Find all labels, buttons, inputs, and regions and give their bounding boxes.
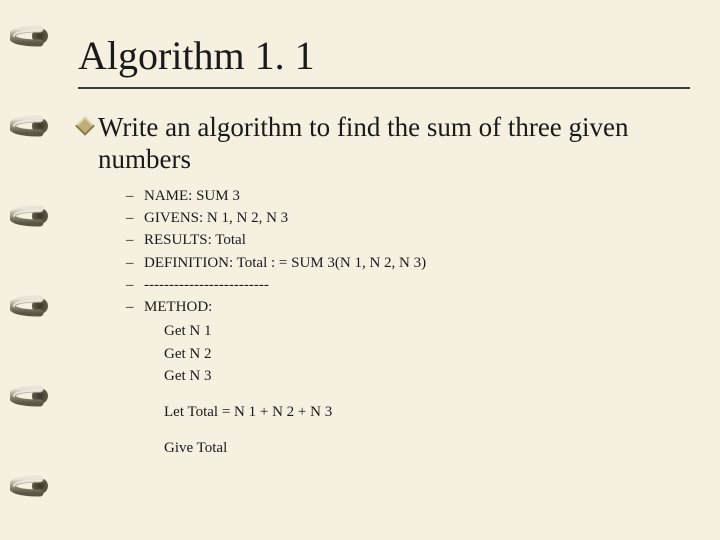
sub-item: –RESULTS: Total bbox=[126, 230, 690, 250]
dash-bullet-icon: – bbox=[126, 188, 144, 205]
slide: Algorithm 1. 1 Write an algorithm to fin… bbox=[0, 0, 720, 540]
sub-item: –METHOD: bbox=[126, 297, 690, 317]
sub-item-text: ------------------------- bbox=[144, 275, 269, 295]
binder-ring-icon bbox=[10, 198, 54, 234]
dash-bullet-icon: – bbox=[126, 210, 144, 227]
sub-item: –------------------------- bbox=[126, 275, 690, 295]
method-line: Give Total bbox=[164, 438, 690, 458]
dash-bullet-icon: – bbox=[126, 255, 144, 272]
sub-list: –NAME: SUM 3–GIVENS: N 1, N 2, N 3–RESUL… bbox=[126, 186, 690, 318]
method-line: Get N 3 bbox=[164, 366, 690, 386]
ring-binder bbox=[10, 0, 60, 540]
sub-item: –DEFINITION: Total : = SUM 3(N 1, N 2, N… bbox=[126, 253, 690, 273]
main-bullet: Write an algorithm to find the sum of th… bbox=[78, 111, 690, 176]
title-rule bbox=[78, 87, 690, 89]
main-bullet-text: Write an algorithm to find the sum of th… bbox=[98, 111, 690, 176]
diamond-bullet-icon bbox=[75, 116, 95, 136]
slide-title: Algorithm 1. 1 bbox=[78, 32, 690, 79]
sub-item-text: DEFINITION: Total : = SUM 3(N 1, N 2, N … bbox=[144, 253, 426, 273]
sub-item: –GIVENS: N 1, N 2, N 3 bbox=[126, 208, 690, 228]
method-block: Get N 1 Get N 2Get N 3 Let Total = N 1 + N… bbox=[164, 321, 690, 458]
dash-bullet-icon: – bbox=[126, 232, 144, 249]
dash-bullet-icon: – bbox=[126, 299, 144, 316]
sub-item-text: GIVENS: N 1, N 2, N 3 bbox=[144, 208, 288, 228]
binder-ring-icon bbox=[10, 18, 54, 54]
dash-bullet-icon: – bbox=[126, 277, 144, 294]
binder-ring-icon bbox=[10, 378, 54, 414]
binder-ring-icon bbox=[10, 288, 54, 324]
method-line: Let Total = N 1 + N 2 + N 3 bbox=[164, 402, 690, 422]
spacer bbox=[164, 424, 690, 438]
sub-item-text: METHOD: bbox=[144, 297, 212, 317]
binder-ring-icon bbox=[10, 108, 54, 144]
spacer bbox=[164, 388, 690, 402]
sub-item-text: NAME: SUM 3 bbox=[144, 186, 240, 206]
sub-item: –NAME: SUM 3 bbox=[126, 186, 690, 206]
content-area: Algorithm 1. 1 Write an algorithm to fin… bbox=[78, 32, 690, 520]
sub-item-text: RESULTS: Total bbox=[144, 230, 246, 250]
method-line: Get N 1 bbox=[164, 321, 690, 341]
method-line: Get N 2 bbox=[164, 344, 690, 364]
binder-ring-icon bbox=[10, 468, 54, 504]
